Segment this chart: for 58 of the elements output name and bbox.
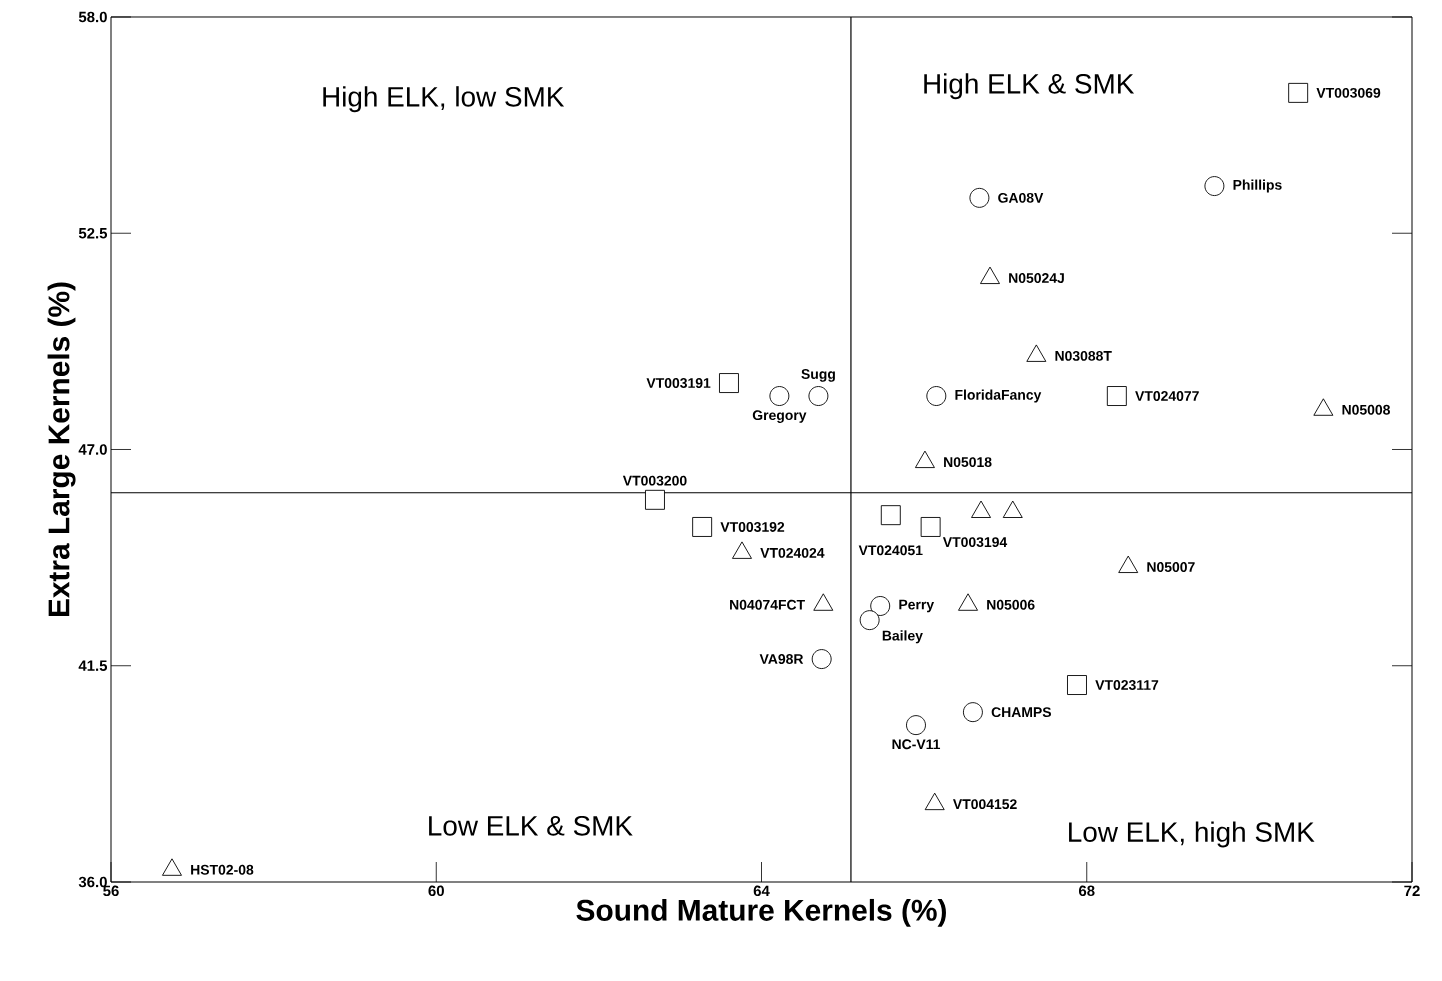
y-tick-label: 52.5 <box>78 227 108 239</box>
point <box>1204 176 1225 197</box>
data-label: VT003200 <box>622 475 687 486</box>
data-label: VT024051 <box>858 545 923 556</box>
data-label: Sugg <box>801 369 835 382</box>
data-label: N05006 <box>987 599 1035 610</box>
data-label: Perry <box>899 599 935 613</box>
point <box>926 386 947 406</box>
point <box>962 702 983 723</box>
x-tick-label: 72 <box>1404 885 1420 896</box>
point <box>906 715 926 736</box>
data-label: FloridaFancy <box>955 389 1042 403</box>
data-label: VT003192 <box>720 521 785 532</box>
annotation: Low ELK, high SMK <box>1069 821 1315 848</box>
x-tick-label: 60 <box>428 885 444 897</box>
point <box>969 187 990 208</box>
data-label: N05008 <box>1342 404 1390 415</box>
data-label: VT003194 <box>942 537 1008 548</box>
point <box>692 517 713 537</box>
point <box>920 517 941 537</box>
data-label: VT003191 <box>646 378 711 388</box>
data-label: CHAMPS <box>991 707 1052 718</box>
data-label: N03088T <box>1055 350 1112 361</box>
y-axis-title: Extra Large Kernels (%) <box>47 282 76 617</box>
data-label: VT004152 <box>952 799 1017 810</box>
annotation: High ELK & SMK <box>924 73 1135 100</box>
y-tick-label: 41.5 <box>78 660 108 671</box>
data-label: VT024024 <box>760 547 825 558</box>
data-label: VA98R <box>759 654 804 665</box>
data-label: VT024077 <box>1135 391 1199 401</box>
data-label: HST02-08 <box>191 864 254 875</box>
annotation: Low ELK & SMK <box>429 815 633 836</box>
point <box>808 386 829 406</box>
data-label: N05018 <box>944 457 992 468</box>
data-label: N05007 <box>1147 562 1195 572</box>
data-label: NC-V11 <box>892 739 941 750</box>
point <box>1106 386 1127 406</box>
x-axis-title: Sound Mature Kernels (%) <box>576 898 946 927</box>
point <box>769 386 790 406</box>
point <box>880 505 901 526</box>
data-label: Gregory <box>752 410 807 423</box>
data-label: VT003069 <box>1316 87 1381 98</box>
y-tick-label: 47.0 <box>78 444 107 455</box>
point <box>811 649 832 670</box>
x-tick-label: 68 <box>1078 885 1095 897</box>
data-label: VT023117 <box>1095 680 1159 690</box>
data-label: GA08V <box>998 192 1044 203</box>
data-label: Phillips <box>1233 179 1282 193</box>
point <box>645 489 665 510</box>
point <box>719 373 739 393</box>
x-tick-label: 64 <box>753 885 770 897</box>
data-label: Bailey <box>882 630 923 644</box>
data-label: N05024J <box>1009 273 1064 284</box>
point <box>1288 82 1309 103</box>
data-label: N04074FCT <box>730 599 805 610</box>
annotation: High ELK, low SMK <box>323 86 565 113</box>
y-tick-label: 58.0 <box>78 11 107 23</box>
point <box>859 610 880 631</box>
